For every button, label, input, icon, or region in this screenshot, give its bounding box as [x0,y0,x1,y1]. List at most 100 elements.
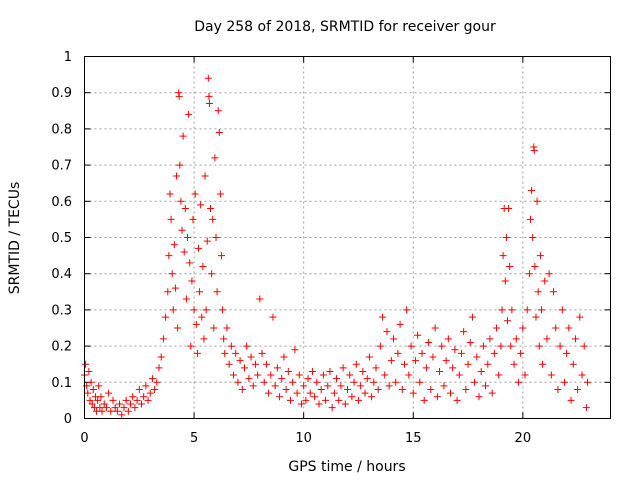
data-point [216,190,224,198]
x-tick-label: 15 [405,431,422,446]
data-point [88,400,96,408]
data-point [477,367,485,375]
data-point [574,386,582,394]
data-point [100,400,108,408]
data-point [87,378,95,386]
data-point [236,357,244,365]
data-point [390,335,398,343]
y-tick-label: 0.9 [51,86,72,101]
y-tick-label: 0 [64,412,72,427]
data-point [131,404,139,412]
data-point [295,371,303,379]
data-point [180,248,188,256]
x-tick-label: 0 [80,431,88,446]
y-tick-label: 0.6 [51,195,72,210]
data-point [322,396,330,404]
data-point [414,331,422,339]
data-point [304,375,312,383]
data-point [165,252,173,260]
data-point [282,386,290,394]
data-point [420,396,428,404]
data-point [273,364,281,372]
data-point [436,367,444,375]
data-point [473,353,481,361]
data-point [416,378,424,386]
data-point [447,389,455,397]
data-point [135,386,143,394]
data-point [211,154,219,162]
data-point [265,389,273,397]
data-point [291,346,299,354]
data-point [580,342,588,350]
x-axis-label: GPS time / hours [288,459,405,475]
data-point [545,270,553,278]
data-point [361,389,369,397]
data-point [280,353,288,361]
y-tick-label: 0.4 [51,267,72,282]
data-point [534,288,542,296]
data-point [204,74,212,82]
data-point [498,306,506,314]
data-point [341,400,349,408]
data-point [181,205,189,213]
data-point [451,346,459,354]
data-point [427,386,435,394]
data-point [471,378,479,386]
data-point [202,306,210,314]
data-point [137,400,145,408]
data-point [333,375,341,383]
data-point [269,313,277,321]
data-point [306,389,314,397]
y-tick-label: 0.5 [51,231,72,246]
data-point [527,215,535,223]
data-point [140,393,148,401]
data-point [376,342,384,350]
data-point [177,197,185,205]
data-point [350,378,358,386]
x-tick-label: 20 [515,431,532,446]
data-point [359,367,367,375]
data-point [84,389,92,397]
data-point [392,378,400,386]
data-point [479,342,487,350]
data-point [227,342,235,350]
x-tick-label: 10 [295,431,312,446]
data-point [482,382,490,390]
data-point [287,396,295,404]
data-point [442,357,450,365]
data-point [578,371,586,379]
data-point [449,364,457,372]
data-point [394,349,402,357]
data-point [525,270,533,278]
data-point [198,313,206,321]
data-point [328,404,336,412]
data-point [407,342,415,350]
data-point [453,396,461,404]
data-point [374,386,382,394]
data-point [89,386,97,394]
data-point [214,107,222,115]
data-point [302,396,310,404]
data-point [352,360,360,368]
data-point [300,382,308,390]
data-point [109,396,117,404]
data-point [335,396,343,404]
data-point [543,335,551,343]
data-point [537,306,545,314]
y-axis-label: SRMTID / TECUs [7,182,23,295]
data-point [381,371,389,379]
data-point [530,147,538,155]
data-point [168,270,176,278]
y-tick-label: 0.2 [51,340,72,355]
data-point [203,237,211,245]
data-point [166,190,174,198]
data-point [297,400,305,408]
data-point [193,349,201,357]
data-point [240,364,248,372]
data-point [169,306,177,314]
data-point [569,360,577,368]
data-point [201,172,209,180]
data-point [379,313,387,321]
data-point [499,252,507,260]
data-point [508,306,516,314]
